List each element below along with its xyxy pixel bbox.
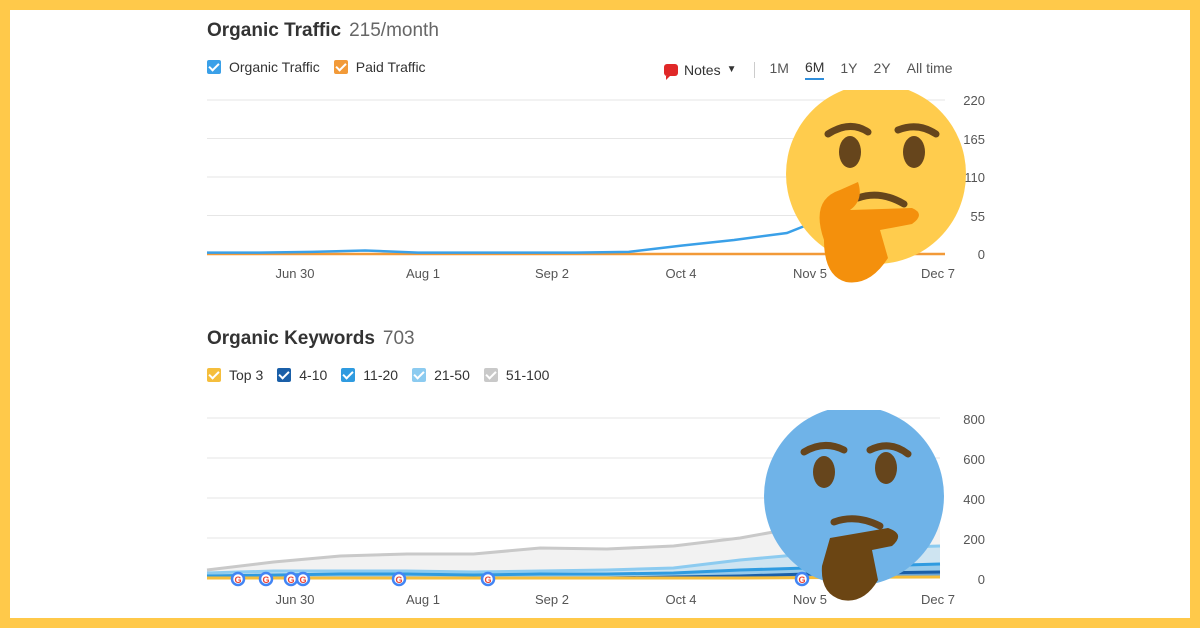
period-2y[interactable]: 2Y (873, 60, 891, 76)
period-1y[interactable]: 1Y (840, 60, 858, 76)
legend-label: 4-10 (299, 367, 328, 383)
period-all-time[interactable]: All time (906, 60, 953, 76)
google-update-marker[interactable] (391, 571, 407, 587)
checkbox-organic-traffic[interactable] (207, 60, 221, 74)
google-marker-label: G (299, 575, 306, 585)
traffic-controls: Notes ▼ 1M 6M 1Y 2Y All time (664, 59, 969, 80)
traffic-title: Organic Traffic 215/month (207, 20, 439, 42)
legend-organic-traffic[interactable]: Organic Traffic (207, 59, 320, 75)
traffic-chart: 220 165 110 55 0 Jun 30 Aug 1 Sep 2 Oct … (207, 93, 985, 281)
checkbox-paid-traffic[interactable] (333, 60, 348, 74)
checkbox-top-3[interactable] (207, 368, 221, 382)
y-tick-label: 110 (964, 170, 985, 185)
divider (754, 61, 756, 78)
y-tick-label: 165 (963, 132, 985, 147)
y-tick-label: 55 (971, 209, 985, 224)
legend-label: Top 3 (229, 367, 264, 383)
legend-11-20[interactable]: 11-20 (341, 367, 398, 383)
period-1m[interactable]: 1M (769, 60, 789, 76)
thinking-face-emoji-blue (764, 410, 944, 601)
google-update-marker[interactable] (258, 571, 274, 587)
y-tick-label: 400 (963, 492, 985, 507)
google-marker-label: G (234, 575, 241, 585)
traffic-title-label: Organic Traffic (207, 20, 342, 41)
keywords-title: Organic Keywords 703 (207, 328, 415, 350)
checkbox-4-10[interactable] (277, 368, 292, 382)
keywords-title-label: Organic Keywords (207, 328, 375, 349)
x-tick-label: Sep 2 (535, 592, 569, 607)
thinking-face-emoji-yellow (786, 90, 966, 283)
checkbox-21-50[interactable] (412, 368, 427, 382)
y-tick-label: 800 (963, 412, 985, 427)
legend-label: 51-100 (505, 367, 550, 383)
legend-label: 21-50 (434, 367, 470, 383)
x-tick-label: Nov 5 (793, 592, 827, 607)
legend-top-3[interactable]: Top 3 (207, 367, 263, 383)
x-tick-label: Dec 7 (921, 266, 955, 281)
y-tick-label: 600 (963, 452, 985, 467)
google-marker-label: G (262, 575, 269, 585)
notes-label: Notes (684, 61, 721, 78)
x-tick-label: Jun 30 (275, 592, 314, 607)
frame: Organic Traffic 215/month Organic Traffic… (10, 10, 1190, 618)
x-tick-label: Dec 7 (921, 592, 955, 607)
traffic-legend: Organic Traffic Paid Traffic (207, 59, 426, 75)
x-tick-label: Jun 30 (275, 266, 314, 281)
keywords-legend: Top 3 4-10 11-20 21-50 51-100 (207, 367, 549, 383)
y-tick-label: 200 (963, 532, 985, 547)
legend-21-50[interactable]: 21-50 (412, 367, 470, 383)
notes-icon (664, 63, 678, 80)
legend-label: 11-20 (363, 367, 399, 383)
google-update-marker[interactable] (794, 571, 810, 587)
google-update-marker[interactable] (480, 571, 496, 587)
legend-paid-traffic[interactable]: Paid Traffic (333, 59, 426, 75)
google-marker-label: G (287, 575, 294, 585)
x-tick-label: Oct 4 (665, 266, 696, 281)
x-tick-label: Aug 1 (406, 266, 440, 281)
google-marker-label: G (395, 575, 402, 585)
keywords-value: 703 (382, 328, 415, 349)
legend-51-100[interactable]: 51-100 (483, 367, 550, 383)
google-update-marker[interactable] (230, 571, 246, 587)
x-tick-label: Nov 5 (793, 266, 827, 281)
x-tick-label: Sep 2 (535, 266, 569, 281)
google-update-marker[interactable] (295, 571, 311, 587)
legend-label: Organic Traffic (229, 59, 320, 75)
notes-dropdown[interactable]: Notes ▼ (664, 61, 737, 80)
google-marker-label: G (484, 575, 491, 585)
checkbox-11-20[interactable] (341, 368, 356, 382)
legend-4-10[interactable]: 4-10 (277, 367, 327, 383)
x-tick-label: Aug 1 (406, 592, 440, 607)
legend-label: Paid Traffic (355, 59, 426, 75)
x-tick-label: Oct 4 (665, 592, 696, 607)
y-tick-label: 0 (978, 572, 985, 587)
google-marker-label: G (798, 575, 805, 585)
traffic-value: 215/month (349, 20, 439, 41)
period-6m[interactable]: 6M (804, 59, 825, 80)
chevron-down-icon: ▼ (726, 64, 737, 75)
y-tick-label: 0 (978, 247, 985, 262)
y-tick-label: 220 (963, 93, 985, 108)
checkbox-51-100[interactable] (483, 368, 498, 382)
